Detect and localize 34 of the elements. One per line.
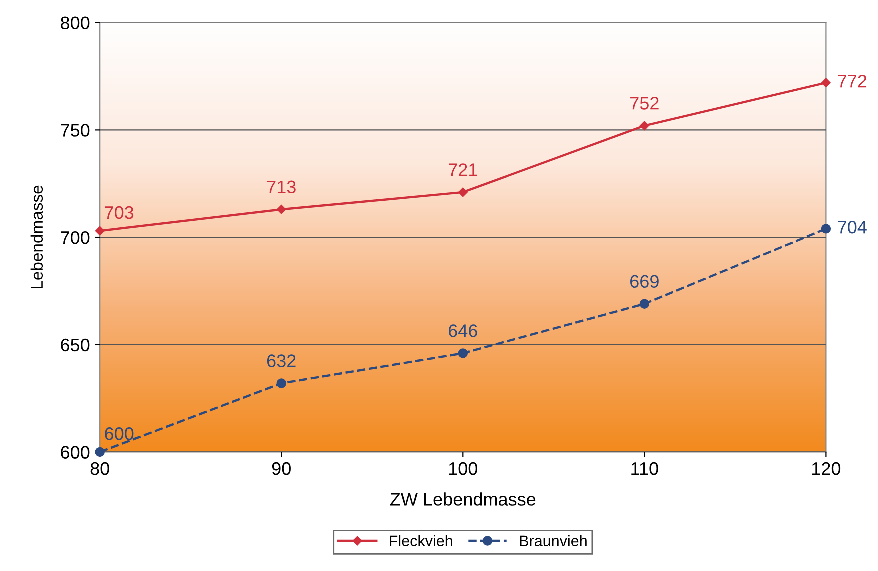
data-label: 772 — [838, 75, 867, 88]
point — [276, 378, 286, 388]
point — [821, 224, 832, 234]
y-axis-title: Lebendmasse — [30, 186, 44, 289]
legend-label: Fleckvieh — [390, 535, 452, 547]
data-label: 669 — [630, 275, 659, 288]
point — [640, 299, 650, 309]
data-label: 703 — [105, 206, 134, 220]
data-label: 646 — [449, 324, 478, 338]
data-label: 752 — [630, 97, 659, 110]
point — [458, 188, 468, 198]
y-tick-label: 800 — [61, 16, 90, 30]
point — [95, 226, 105, 236]
x-tick-label: 110 — [632, 462, 658, 476]
x-tick-label: 120 — [812, 462, 841, 476]
y-tick-label: 700 — [61, 231, 90, 244]
y-tick-label: 600 — [61, 446, 90, 459]
point — [276, 205, 286, 214]
data-label: 713 — [267, 180, 296, 194]
point — [822, 78, 831, 88]
data-label: 721 — [449, 164, 478, 176]
legend-label: Braunvieh — [520, 535, 587, 547]
data-label: 600 — [105, 428, 134, 440]
data-label: 704 — [838, 221, 867, 234]
y-tick-label: 650 — [61, 338, 90, 352]
point — [95, 447, 105, 458]
point — [458, 348, 468, 358]
x-tick-label: 100 — [449, 462, 478, 476]
data-label: 632 — [267, 354, 296, 368]
point — [640, 121, 650, 131]
x-tick-label: 80 — [90, 462, 110, 476]
x-axis-title: ZW Lebendmasse — [390, 492, 536, 506]
y-tick-label: 750 — [61, 124, 90, 137]
x-tick-label: 90 — [272, 462, 291, 476]
